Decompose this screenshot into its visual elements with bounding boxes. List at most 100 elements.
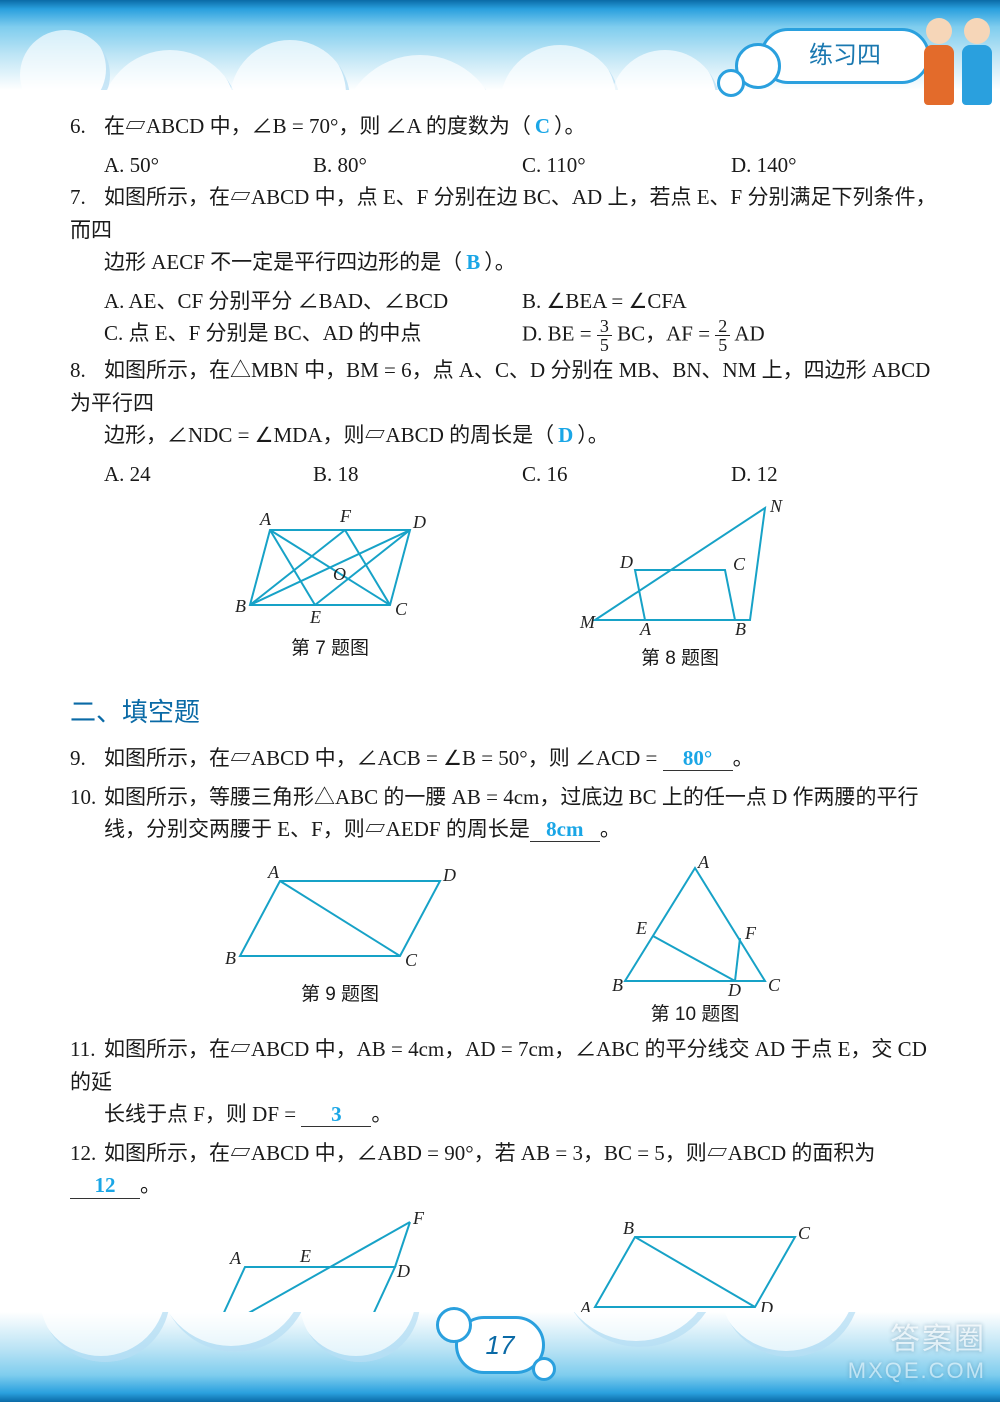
figure-7-caption: 第 7 题图 [215,634,445,663]
figure-8: M A B C D N 第 8 题图 [565,500,795,673]
q6-number: 6. [70,110,104,143]
q6-choice-c: C. 110° [522,149,731,182]
question-9: 9.如图所示，在▱ABCD 中，∠ACB = ∠B = 50°，则 ∠ACD =… [70,742,940,775]
q6-choices: A. 50° B. 80° C. 110° D. 140° [70,149,940,182]
svg-text:F: F [412,1212,425,1228]
svg-text:E: E [635,918,647,938]
svg-text:C: C [395,599,408,619]
q10-line2-before: 线，分别交两腰于 E、F，则▱AEDF 的周长是 [104,817,530,841]
svg-text:A: A [267,862,280,882]
svg-text:C: C [768,975,781,995]
svg-text:C: C [405,950,418,970]
q6-text-before: 在▱ABCD 中，∠B = 70°，则 ∠A 的度数为（ [104,114,531,138]
q7-d-pre: D. BE = [522,322,597,346]
figure-10: A E F B D C 第 10 题图 [590,856,800,1029]
svg-text:F: F [339,506,352,526]
q10-answer: 8cm [530,818,600,842]
q8-choice-c: C. 16 [522,458,731,491]
q6-answer: C [531,114,554,138]
q8-answer: D [554,423,577,447]
figure-10-svg: A E F B D C [590,856,800,996]
svg-text:N: N [769,500,783,516]
q7-answer: B [462,250,484,274]
svg-text:F: F [744,923,757,943]
q10-line1: 如图所示，等腰三角形△ABC 的一腰 AB = 4cm，过底边 BC 上的任一点… [104,785,919,809]
svg-text:B: B [623,1218,634,1238]
q11-answer: 3 [301,1103,371,1127]
svg-text:O: O [333,564,346,584]
q7-number: 7. [70,181,104,214]
q9-number: 9. [70,742,104,775]
question-8: 8.如图所示，在△MBN 中，BM = 6，点 A、C、D 分别在 MB、BN、… [70,354,940,452]
q10-number: 10. [70,781,104,814]
figure-row-2: A D B C 第 9 题图 A E F B D C 第 10 题图 [70,856,940,1029]
svg-text:D: D [727,980,741,996]
svg-text:A: A [259,509,272,529]
question-12: 12.如图所示，在▱ABCD 中，∠ABD = 90°，若 AB = 3，BC … [70,1137,940,1202]
q7-d-mid: BC，AF = [617,322,715,346]
svg-text:D: D [396,1261,410,1281]
figure-10-caption: 第 10 题图 [590,1000,800,1029]
q6-choice-d: D. 140° [731,149,940,182]
question-6: 6.在▱ABCD 中，∠B = 70°，则 ∠A 的度数为（C）。 [70,110,940,143]
page-tag: 练习四 [760,28,930,84]
q9-text-before: 如图所示，在▱ABCD 中，∠ACB = ∠B = 50°，则 ∠ACD = [104,746,663,770]
q6-choice-b: B. 80° [313,149,522,182]
svg-text:E: E [299,1246,311,1266]
q8-line2-after: ）。 [577,423,609,447]
q7-line2-after: ）。 [484,250,516,274]
figure-9: A D B C 第 9 题图 [210,856,470,1029]
q8-line2-before: 边形，∠NDC = ∠MDA，则▱ABCD 的周长是（ [104,423,554,447]
question-7: 7.如图所示，在▱ABCD 中，点 E、F 分别在边 BC、AD 上，若点 E、… [70,181,940,279]
q7-line1: 如图所示，在▱ABCD 中，点 E、F 分别在边 BC、AD 上，若点 E、F … [70,185,936,242]
q8-line1: 如图所示，在△MBN 中，BM = 6，点 A、C、D 分别在 MB、BN、NM… [70,358,930,415]
q9-text-after: 。 [733,746,754,770]
q12-answer: 12 [70,1174,140,1198]
q7-choice-b: B. ∠BEA = ∠CFA [522,285,940,318]
q7-frac1: 35 [597,317,612,354]
q7-line2-before: 边形 AECF 不一定是平行四边形的是（ [104,250,462,274]
kids-illustration [918,20,998,105]
q8-number: 8. [70,354,104,387]
svg-text:M: M [579,612,596,632]
svg-text:C: C [733,554,746,574]
q7-choice-d: D. BE = 35 BC，AF = 25 AD [522,317,940,354]
figure-row-1: A F D B E C O 第 7 题图 M A B C D N 第 8 题图 [70,500,940,673]
q7-choice-c: C. 点 E、F 分别是 BC、AD 的中点 [104,317,522,354]
page-number: 17 [455,1316,545,1374]
q6-choice-a: A. 50° [104,149,313,182]
svg-text:B: B [225,948,236,968]
svg-text:A: A [697,856,710,872]
figure-7: A F D B E C O 第 7 题图 [215,500,445,673]
svg-text:A: A [639,619,652,639]
question-10: 10.如图所示，等腰三角形△ABC 的一腰 AB = 4cm，过底边 BC 上的… [70,781,940,846]
q9-answer: 80° [663,747,733,771]
content-area: 6.在▱ABCD 中，∠B = 70°，则 ∠A 的度数为（C）。 A. 50°… [70,110,940,1389]
q11-number: 11. [70,1033,104,1066]
q7-choice-a: A. AE、CF 分别平分 ∠BAD、∠BCD [104,285,522,318]
q11-line1: 如图所示，在▱ABCD 中，AB = 4cm，AD = 7cm，∠ABC 的平分… [70,1037,927,1094]
section-2-heading: 二、填空题 [70,692,940,732]
watermark: 答案圈 MXQE.COM [848,1314,986,1384]
q11-line2-after: 。 [371,1102,392,1126]
watermark-line1: 答案圈 [848,1314,986,1358]
svg-text:E: E [309,607,321,627]
q8-choice-a: A. 24 [104,458,313,491]
svg-text:D: D [442,865,456,885]
watermark-line2: MXQE.COM [848,1358,986,1384]
figure-9-caption: 第 9 题图 [210,980,470,1009]
q10-line2-after: 。 [600,817,621,841]
svg-text:D: D [412,512,426,532]
figure-7-svg: A F D B E C O [215,500,445,630]
svg-text:B: B [612,975,623,995]
figure-8-caption: 第 8 题图 [565,644,795,673]
q6-text-after: ）。 [554,114,586,138]
question-11: 11.如图所示，在▱ABCD 中，AB = 4cm，AD = 7cm，∠ABC … [70,1033,940,1131]
svg-text:A: A [229,1248,242,1268]
svg-text:B: B [235,596,246,616]
q7-frac2: 25 [715,317,730,354]
q7-choices: A. AE、CF 分别平分 ∠BAD、∠BCD B. ∠BEA = ∠CFA C… [70,285,940,355]
svg-text:C: C [798,1223,811,1243]
q11-line2-before: 长线于点 F，则 DF = [104,1102,301,1126]
q8-choice-d: D. 12 [731,458,940,491]
